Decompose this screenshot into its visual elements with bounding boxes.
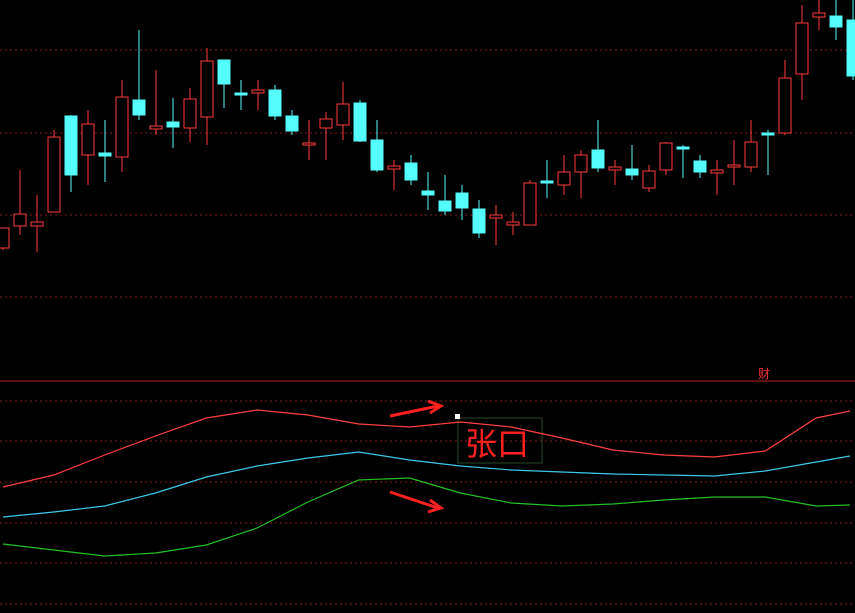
candle-body <box>608 166 622 171</box>
candle-body <box>217 59 231 85</box>
candle-body <box>540 180 554 184</box>
candle-body <box>387 165 401 170</box>
candle-body <box>744 141 758 168</box>
candle-body <box>353 102 367 142</box>
candle-body <box>115 96 129 158</box>
candle-body <box>829 15 843 28</box>
band-line <box>2 477 851 557</box>
candle-body <box>13 213 27 227</box>
candle-body <box>778 77 792 134</box>
candle-body <box>0 227 10 249</box>
candle-body <box>200 60 214 118</box>
band-line <box>2 451 851 518</box>
candle-body <box>98 152 112 157</box>
candle-body <box>574 154 588 173</box>
candle-body <box>149 125 163 130</box>
candle-body <box>336 103 350 126</box>
candle-body <box>795 22 809 75</box>
arrows <box>389 399 445 514</box>
candle-body <box>693 160 707 173</box>
candle-body <box>659 142 673 171</box>
candle-body <box>302 142 316 146</box>
candle-body <box>489 214 503 219</box>
candle-body <box>727 164 741 168</box>
candle-body <box>64 115 78 176</box>
candle-body <box>455 192 469 209</box>
candle-body <box>846 19 855 77</box>
band-line <box>2 409 851 488</box>
candle-body <box>319 118 333 129</box>
candle-body <box>625 168 639 176</box>
candle-body <box>557 171 571 186</box>
candle-body <box>472 208 486 234</box>
annotation: 张口 <box>465 425 529 463</box>
candle-body <box>523 182 537 226</box>
candle-body <box>506 221 520 226</box>
candle-body <box>812 12 826 18</box>
arrow <box>389 399 445 418</box>
candle-body <box>404 162 418 181</box>
candle-body <box>47 136 61 213</box>
candle-body <box>438 200 452 212</box>
candle-body <box>285 115 299 132</box>
candle-body <box>81 123 95 156</box>
cursor-dot <box>455 414 460 419</box>
marker-label: 财 <box>758 367 770 381</box>
candle-body <box>132 99 146 116</box>
annotation-box <box>457 417 543 464</box>
candle-body <box>710 169 724 174</box>
candle-body <box>761 132 775 136</box>
candle-body <box>642 170 656 189</box>
candle-body <box>676 146 690 150</box>
candle-body <box>166 121 180 128</box>
candle-body <box>30 221 44 227</box>
candle-body <box>591 149 605 169</box>
candle-body <box>268 89 282 117</box>
arrow <box>389 490 445 514</box>
candle-body <box>251 89 265 94</box>
candle-body <box>421 190 435 196</box>
candle-body <box>370 139 384 171</box>
candle-body <box>234 92 248 96</box>
candle-body <box>183 98 197 129</box>
